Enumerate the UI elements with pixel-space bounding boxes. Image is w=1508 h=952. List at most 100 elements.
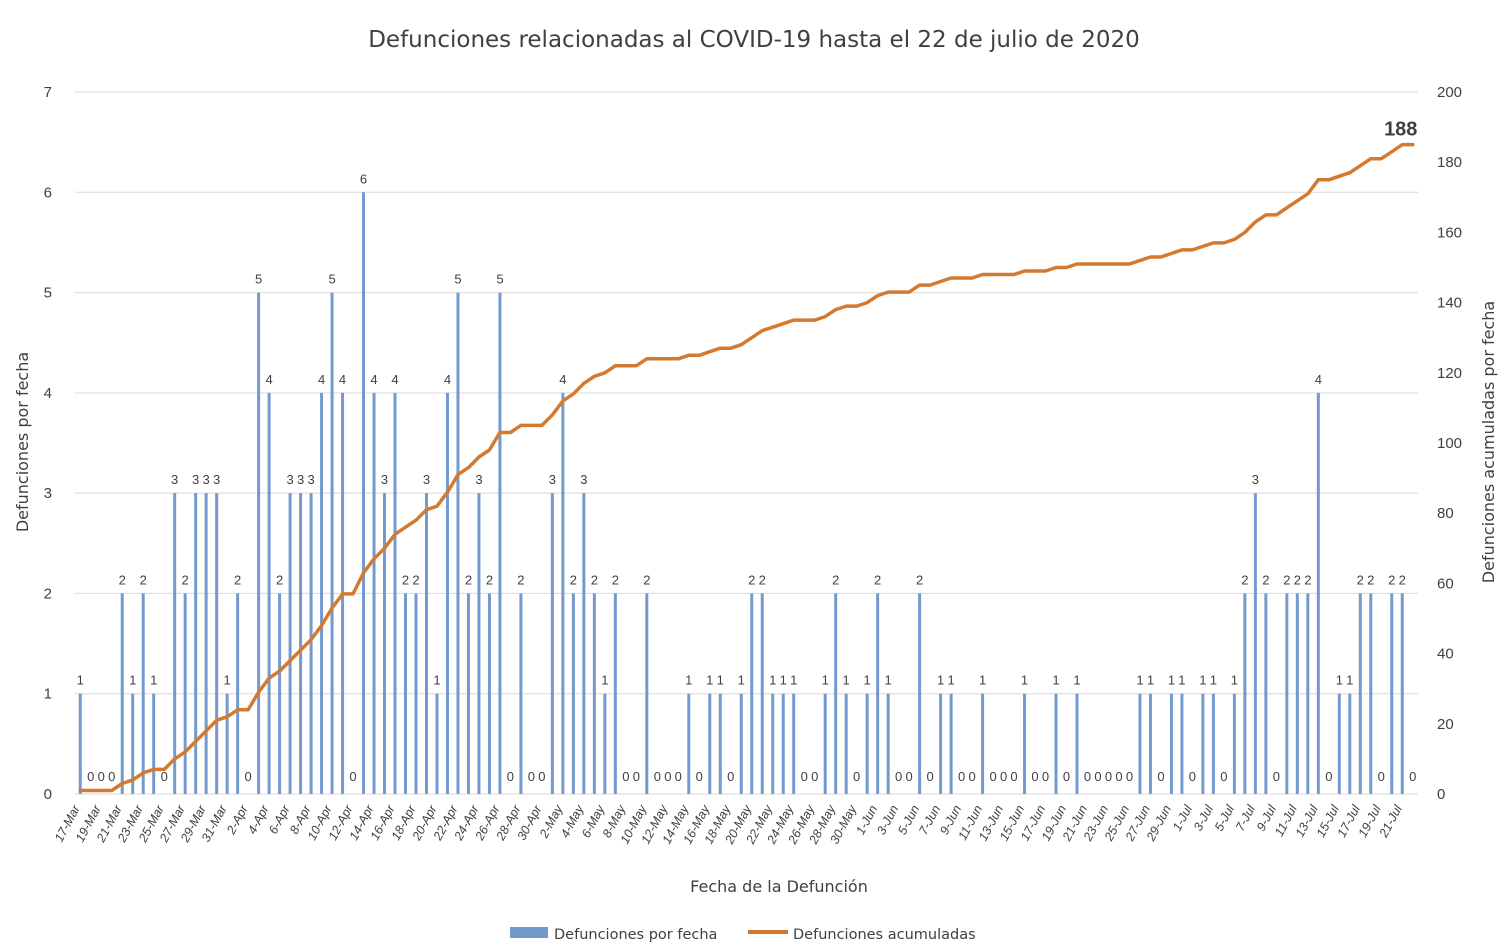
y-right-tick-1: 20 (1437, 716, 1454, 733)
bar-20 (288, 493, 292, 794)
x-tick-53: 1-Jul (1170, 802, 1196, 834)
bar-0 (78, 693, 82, 794)
line-series-defunciones-acumuladas: 188 (78, 119, 1417, 793)
bar-label-65: 2 (759, 572, 766, 587)
bar-label-63: 1 (738, 673, 745, 688)
bar-71 (823, 693, 827, 794)
y-right-tick-5: 100 (1437, 435, 1462, 452)
bar-label-70: 0 (811, 769, 818, 784)
bar-label-104: 1 (1168, 673, 1175, 688)
bar-label-60: 1 (706, 673, 713, 688)
bar-label-30: 4 (391, 372, 398, 387)
bar-label-62: 0 (727, 769, 734, 784)
bar-34 (435, 693, 439, 794)
y-right-tick-6: 120 (1437, 365, 1462, 382)
bar-label-105: 1 (1178, 673, 1185, 688)
bar-107 (1201, 693, 1205, 794)
bar-label-37: 2 (465, 572, 472, 587)
bar-label-93: 1 (1052, 673, 1059, 688)
bar-label-94: 0 (1063, 769, 1070, 784)
bar-17 (257, 292, 261, 794)
bar-42 (519, 593, 523, 794)
bar-label-34: 1 (433, 673, 440, 688)
bar-123 (1369, 593, 1373, 794)
bar-label-20: 3 (286, 472, 293, 487)
cumulative-end-label: 188 (1384, 119, 1417, 141)
bar-label-42: 2 (517, 572, 524, 587)
y-right-tick-7: 140 (1437, 295, 1462, 312)
bar-label-7: 1 (150, 673, 157, 688)
bar-39 (487, 593, 491, 794)
bar-116 (1295, 593, 1299, 794)
bar-label-98: 0 (1105, 769, 1112, 784)
bar-61 (718, 693, 722, 794)
x-axis: 17-Mar19-Mar21-Mar23-Mar25-Mar27-Mar29-M… (52, 802, 1406, 847)
x-tick-55: 5-Jul (1212, 802, 1238, 834)
bar-12 (204, 493, 208, 794)
bar-47 (571, 593, 575, 794)
bar-label-127: 0 (1409, 769, 1416, 784)
bar-118 (1316, 392, 1320, 794)
bar-label-0: 1 (77, 673, 84, 688)
bar-23 (320, 392, 324, 794)
bar-label-64: 2 (748, 572, 755, 587)
bar-label-122: 2 (1357, 572, 1364, 587)
bar-label-77: 1 (885, 673, 892, 688)
bar-18 (267, 392, 271, 794)
bar-117 (1306, 593, 1310, 794)
legend-bar-label: Defunciones por fecha (554, 927, 717, 943)
bar-label-5: 1 (129, 673, 136, 688)
bar-label-113: 2 (1262, 572, 1269, 587)
bar-label-82: 1 (937, 673, 944, 688)
bar-label-61: 1 (717, 673, 724, 688)
bar-73 (844, 693, 848, 794)
bar-label-121: 1 (1346, 673, 1353, 688)
y-left-tick-2: 2 (44, 585, 52, 602)
bar-label-84: 0 (958, 769, 965, 784)
bar-label-40: 5 (496, 272, 503, 287)
bar-label-69: 0 (801, 769, 808, 784)
y-right-tick-0: 0 (1437, 786, 1445, 803)
bar-label-17: 5 (255, 272, 262, 287)
bar-label-29: 3 (381, 472, 388, 487)
bar-label-111: 2 (1241, 572, 1248, 587)
bar-label-14: 1 (224, 673, 231, 688)
bar-label-2: 0 (98, 769, 105, 784)
bar-label-15: 2 (234, 572, 241, 587)
bar-label-112: 3 (1252, 472, 1259, 487)
bar-5 (131, 693, 135, 794)
bar-50 (603, 693, 607, 794)
bar-label-102: 1 (1147, 673, 1154, 688)
bar-label-119: 0 (1325, 769, 1332, 784)
bar-label-116: 2 (1294, 572, 1301, 587)
bar-label-44: 0 (538, 769, 545, 784)
y-axis-left-title: Defunciones por fecha (13, 352, 32, 532)
bar-110 (1232, 693, 1236, 794)
bar-label-18: 4 (265, 372, 272, 387)
bar-label-39: 2 (486, 572, 493, 587)
bar-83 (949, 693, 953, 794)
x-axis-title: Fecha de la Defunción (690, 877, 868, 896)
bar-label-59: 0 (696, 769, 703, 784)
bar-label-45: 3 (549, 472, 556, 487)
bar-label-68: 1 (790, 673, 797, 688)
bar-36 (456, 292, 460, 794)
bar-51 (613, 593, 617, 794)
bar-49 (592, 593, 596, 794)
bar-11 (194, 493, 198, 794)
bar-111 (1243, 593, 1247, 794)
bar-120 (1337, 693, 1341, 794)
bar-label-12: 3 (203, 472, 210, 487)
bar-label-35: 4 (444, 372, 451, 387)
bar-label-1: 0 (87, 769, 94, 784)
bar-95 (1075, 693, 1079, 794)
bar-series-defunciones-por-fecha (78, 192, 1404, 795)
bar-label-88: 0 (1000, 769, 1007, 784)
bar-label-55: 0 (654, 769, 661, 784)
bar-label-75: 1 (864, 673, 871, 688)
bar-label-27: 6 (360, 171, 367, 186)
bar-label-4: 2 (119, 572, 126, 587)
bar-label-91: 0 (1031, 769, 1038, 784)
bar-104 (1169, 693, 1173, 794)
legend-bar-swatch (510, 927, 548, 938)
